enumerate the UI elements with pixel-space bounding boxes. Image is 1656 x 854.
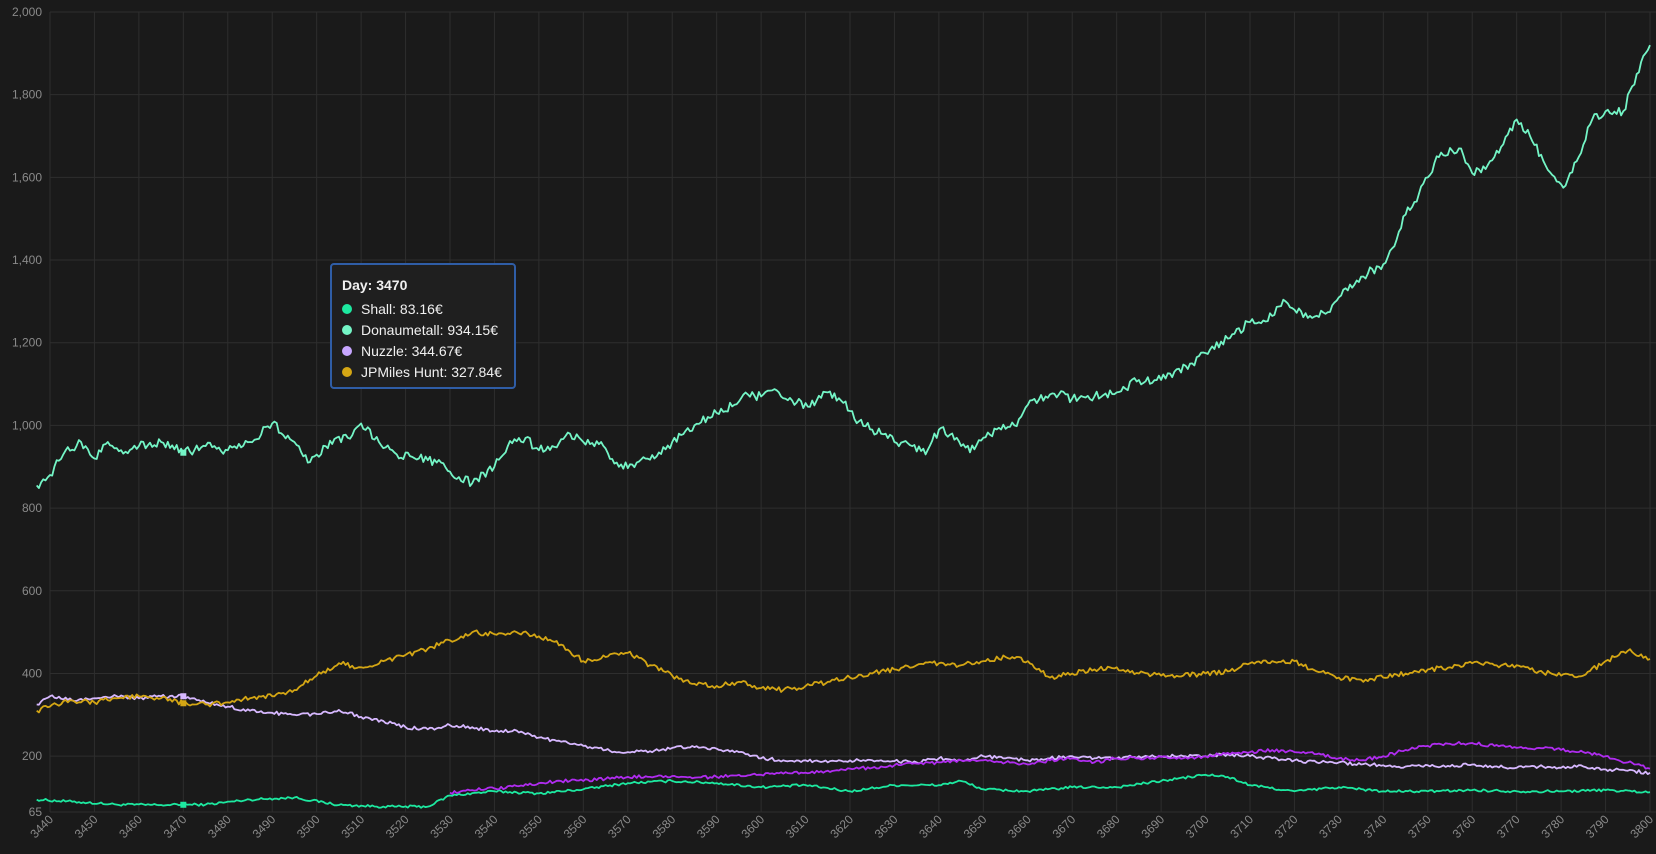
chart-tooltip: Day: 3470 Shall: 83.16€ Donaumetall: 934… [330, 263, 516, 389]
x-tick-label: 3660 [1005, 812, 1034, 841]
x-axis-ticks: 3440 3450 3460 3470 3480 3490 3500 3510 3520 3530… [27, 812, 1656, 841]
tooltip-row-donaumetall: Donaumetall: 934.15€ [342, 319, 504, 340]
y-axis-ticks: 65 200 400 600 800 1,000 1,200 1,400 1,600 1,800 2… [12, 5, 42, 819]
tooltip-row-jpmiles-hunt: JPMiles Hunt: 327.84€ [342, 361, 504, 382]
x-tick-label: 3570 [605, 812, 634, 841]
x-tick-label: 3500 [294, 812, 323, 841]
hover-marker [180, 449, 187, 456]
tooltip-title: Day: 3470 [342, 277, 408, 293]
y-tick-label: 1,000 [12, 418, 42, 432]
x-tick-label: 3650 [961, 812, 990, 841]
x-tick-label: 3670 [1050, 812, 1079, 841]
y-tick-label: 1,800 [12, 88, 42, 102]
x-tick-label: 3460 [116, 812, 145, 841]
x-tick-label: 3510 [338, 812, 367, 841]
series-dot-icon [342, 366, 352, 377]
series-line-shall [36, 773, 1651, 809]
x-tick-label: 3470 [161, 812, 190, 841]
x-tick-label: 3730 [1316, 812, 1345, 841]
y-tick-label: 1,400 [12, 253, 42, 267]
x-tick-label: 3780 [1538, 812, 1567, 841]
y-tick-label: 600 [22, 584, 42, 598]
x-tick-label: 3490 [250, 812, 279, 841]
y-tick-label: 200 [22, 749, 42, 763]
x-tick-label: 3520 [383, 812, 412, 841]
series-dot-icon [342, 345, 352, 356]
x-tick-label: 3610 [783, 812, 812, 841]
y-tick-label: 400 [22, 666, 42, 680]
series-lines [36, 44, 1651, 809]
x-tick-label: 3600 [738, 812, 767, 841]
x-tick-label: 3750 [1405, 812, 1434, 841]
series-line-donaumetall [36, 44, 1651, 489]
series-line-nuzzle [36, 693, 1651, 775]
x-tick-label: 3580 [650, 812, 679, 841]
x-tick-label: 3740 [1361, 812, 1390, 841]
x-tick-label: 3540 [472, 812, 501, 841]
y-tick-label: 1,200 [12, 336, 42, 350]
hover-marker [180, 801, 187, 808]
y-tick-label: 800 [22, 501, 42, 515]
x-tick-label: 3590 [694, 812, 723, 841]
x-tick-label: 3560 [561, 812, 590, 841]
tooltip-row-label: Shall: 83.16€ [361, 300, 443, 317]
x-tick-label: 3450 [72, 812, 101, 841]
hover-marker [180, 700, 187, 707]
y-tick-label: 1,600 [12, 170, 42, 184]
y-tick-label: 65 [29, 805, 43, 819]
x-tick-label: 3720 [1272, 812, 1301, 841]
x-tick-label: 3790 [1583, 812, 1612, 841]
tooltip-row-nuzzle: Nuzzle: 344.67€ [342, 340, 504, 361]
hover-markers [180, 449, 187, 808]
x-tick-label: 3760 [1450, 812, 1479, 841]
x-tick-label: 3640 [916, 812, 945, 841]
tooltip-row-label: Donaumetall: 934.15€ [361, 321, 498, 338]
y-tick-label: 2,000 [12, 5, 42, 19]
x-tick-label: 3480 [205, 812, 234, 841]
x-tick-label: 3530 [427, 812, 456, 841]
series-line-jpmiles-hunt [36, 629, 1651, 714]
x-tick-label: 3800 [1627, 812, 1656, 841]
series-dot-icon [342, 303, 352, 314]
x-tick-label: 3620 [827, 812, 856, 841]
hover-marker [180, 693, 187, 700]
grid [49, 11, 1656, 813]
x-tick-label: 3770 [1494, 812, 1523, 841]
tooltip-row-label: Nuzzle: 344.67€ [361, 342, 463, 359]
series-line-unlabeled [449, 741, 1651, 795]
tooltip-row-label: JPMiles Hunt: 327.84€ [361, 363, 502, 380]
x-tick-label: 3700 [1183, 812, 1212, 841]
x-tick-label: 3550 [516, 812, 545, 841]
x-tick-label: 3690 [1138, 812, 1167, 841]
x-tick-label: 3630 [872, 812, 901, 841]
series-dot-icon [342, 324, 352, 335]
tooltip-row-shall: Shall: 83.16€ [342, 298, 504, 319]
x-tick-label: 3680 [1094, 812, 1123, 841]
x-tick-label: 3710 [1227, 812, 1256, 841]
